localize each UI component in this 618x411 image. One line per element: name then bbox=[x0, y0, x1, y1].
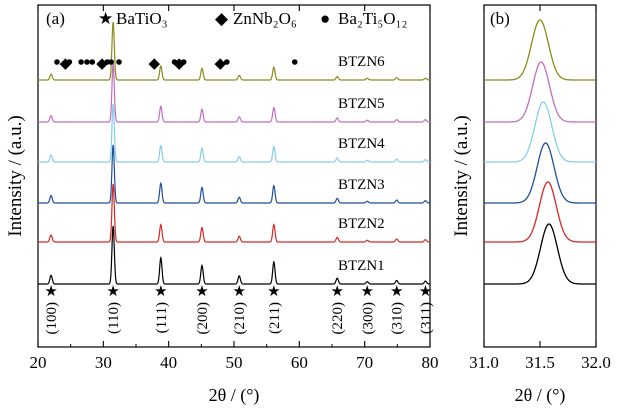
legend-marker-star: ★ bbox=[98, 9, 113, 28]
series-label-btzn6: BTZN6 bbox=[338, 54, 385, 70]
x-axis-a: 20 30 40 50 60 70 80 bbox=[30, 5, 439, 372]
series-label-btzn3: BTZN3 bbox=[338, 177, 385, 193]
legend-label: ZnNb₂O₆ bbox=[233, 9, 297, 28]
znnb2o6-marker: ◆ bbox=[215, 56, 227, 72]
y-axis-label-a: Intensity / (a.u.) bbox=[5, 115, 26, 236]
legend-item-star: ★ BaTiO₃ bbox=[98, 9, 168, 28]
hkl-label: (311) bbox=[418, 302, 434, 334]
legend-item-diamond: ◆ ZnNb₂O₆ bbox=[215, 9, 297, 28]
hkl-label: (310) bbox=[390, 302, 406, 335]
batio3-star-marker: ★ bbox=[233, 284, 246, 300]
batio3-star-marker: ★ bbox=[267, 284, 280, 300]
zoom-peak-btzn3 bbox=[484, 142, 596, 204]
zoom-peak-btzn6 bbox=[484, 19, 596, 81]
pattern-btzn4 bbox=[38, 103, 430, 163]
series-label-btzn5: BTZN5 bbox=[338, 96, 385, 112]
zoom-peak-btzn2 bbox=[484, 181, 596, 243]
batio3-star-marker: ★ bbox=[419, 284, 432, 300]
batio3-star-marker: ★ bbox=[331, 284, 344, 300]
ba2ti5o12-marker bbox=[224, 59, 230, 65]
hkl-label: (300) bbox=[360, 302, 376, 335]
zoom-peak-btzn5 bbox=[484, 61, 596, 123]
hkl-label: (210) bbox=[232, 302, 248, 335]
y-axis-label-b: Intensity / (a.u.) bbox=[451, 115, 472, 236]
panel-a-label: (a) bbox=[46, 9, 65, 28]
panel-a: (a) ★ BaTiO₃ ◆ ZnNb₂O₆ ● Ba₂Ti₅O₁₂ 20 30 40 50 60… bbox=[5, 4, 439, 406]
plot-b bbox=[484, 19, 596, 285]
x-axis-b: 31.0 31.5 32.0 bbox=[469, 5, 611, 372]
batio3-star-marker: ★ bbox=[390, 284, 403, 300]
ba2ti5o12-marker bbox=[84, 59, 90, 65]
ba2ti5o12-marker bbox=[66, 59, 73, 65]
legend-marker-diamond: ◆ bbox=[215, 9, 229, 28]
panel-b-frame bbox=[483, 4, 597, 348]
x-tick-label-a: 70 bbox=[356, 353, 373, 372]
batio3-star-marker: ★ bbox=[195, 284, 208, 300]
legend-item-dot: ● Ba₂Ti₅O₁₂ bbox=[320, 9, 407, 28]
x-tick-label-a: 80 bbox=[422, 353, 439, 372]
ba2ti5o12-marker bbox=[171, 59, 178, 65]
panel-b: (b) 31.0 31.5 32.0 Intensity / (a.u.) 2θ /… bbox=[451, 4, 611, 406]
hkl-label: (110) bbox=[106, 302, 122, 334]
batio3-star-marker: ★ bbox=[361, 284, 374, 300]
series-label-btzn4: BTZN4 bbox=[338, 136, 385, 152]
x-tick-label-a: 30 bbox=[95, 353, 112, 372]
znnb2o6-marker: ◆ bbox=[96, 56, 108, 72]
batio3-star-marker: ★ bbox=[106, 284, 119, 300]
pattern-btzn3 bbox=[38, 144, 430, 204]
hkl-label: (111) bbox=[154, 302, 170, 333]
x-tick-label-b: 31.0 bbox=[469, 353, 499, 372]
legend-label: BaTiO₃ bbox=[116, 9, 168, 28]
hkl-label: (200) bbox=[195, 302, 211, 335]
series-label-btzn2: BTZN2 bbox=[338, 216, 385, 232]
ba2ti5o12-marker bbox=[54, 59, 60, 65]
x-tick-label-a: 40 bbox=[160, 353, 177, 372]
pattern-btzn6 bbox=[38, 21, 430, 81]
zoom-peak-btzn1 bbox=[484, 223, 596, 285]
znnb2o6-marker: ◆ bbox=[149, 56, 161, 72]
x-tick-label-a: 20 bbox=[30, 353, 47, 372]
ba2ti5o12-marker bbox=[116, 59, 122, 65]
zoom-peak-btzn4 bbox=[484, 101, 596, 163]
x-tick-label-b: 32.0 bbox=[581, 353, 611, 372]
pattern-btzn2 bbox=[38, 183, 430, 243]
panel-b-label: (b) bbox=[490, 9, 510, 28]
ba2ti5o12-marker bbox=[291, 59, 298, 65]
ba2ti5o12-marker bbox=[104, 59, 111, 65]
ba2ti5o12-marker bbox=[180, 59, 187, 65]
legend: ★ BaTiO₃ ◆ ZnNb₂O₆ ● Ba₂Ti₅O₁₂ bbox=[98, 9, 407, 28]
legend-marker-dot: ● bbox=[320, 9, 330, 28]
ba2ti5o12-marker bbox=[108, 59, 114, 65]
x-tick-label-a: 50 bbox=[226, 353, 243, 372]
batio3-star-marker: ★ bbox=[154, 284, 167, 300]
legend-label: Ba₂Ti₅O₁₂ bbox=[338, 9, 407, 28]
pattern-btzn1 bbox=[38, 225, 430, 285]
ba2ti5o12-marker bbox=[89, 59, 96, 65]
x-tick-label-b: 31.5 bbox=[525, 353, 555, 372]
ba2ti5o12-marker bbox=[78, 59, 84, 65]
series-label-btzn1: BTZN1 bbox=[338, 258, 385, 274]
x-tick-label-a: 60 bbox=[291, 353, 308, 372]
batio3-star-marker: ★ bbox=[44, 284, 57, 300]
hkl-label: (211) bbox=[267, 302, 283, 334]
x-axis-label-a: 2θ / (°) bbox=[209, 385, 260, 406]
hkl-label: (220) bbox=[330, 302, 346, 335]
x-axis-label-b: 2θ / (°) bbox=[515, 385, 566, 406]
hkl-label: (100) bbox=[44, 302, 60, 335]
pattern-btzn5 bbox=[38, 63, 430, 123]
